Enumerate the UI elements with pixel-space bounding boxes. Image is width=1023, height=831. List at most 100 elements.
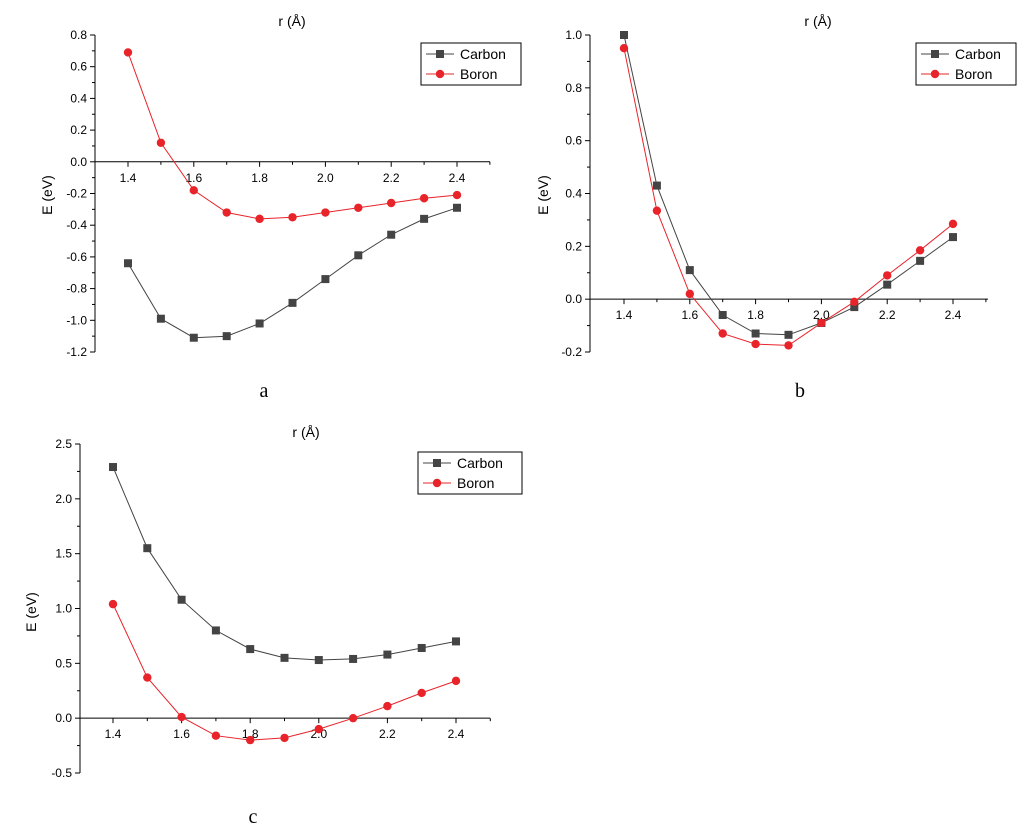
x-axis-title: r (Å) [278, 13, 305, 29]
series-line-carbon [112, 466, 457, 661]
data-point-boron [123, 48, 133, 57]
legend-swatch-marker [433, 459, 441, 467]
y-tick-label: 0.0 [565, 292, 582, 306]
x-tick-label: 1.6 [173, 727, 190, 741]
y-tick-label: -0.2 [561, 345, 582, 359]
legend-label-boron: Boron [955, 66, 992, 82]
legend-swatch-marker [435, 69, 445, 79]
data-point-boron [383, 701, 392, 711]
data-point-boron [143, 673, 152, 682]
data-point-boron [321, 208, 330, 217]
x-tick-label: 2.4 [449, 171, 466, 185]
data-point-carbon [255, 319, 264, 328]
data-point-carbon [354, 251, 363, 260]
x-tick-label: 1.8 [251, 171, 268, 185]
legend-swatch-marker [930, 69, 940, 79]
data-point-boron [751, 339, 760, 349]
data-point-boron [817, 318, 826, 328]
data-point-carbon [288, 298, 297, 307]
data-point-boron [280, 733, 289, 743]
data-point-boron [417, 688, 426, 698]
chart-panel-a: 0.8 0.6 0.4 0.2 0.0 -0.2 -0.4 -0.6 -0.8 -1.0 -1.2 1… [39, 13, 522, 402]
legend-label-carbon: Carbon [955, 46, 1001, 62]
data-point-carbon [652, 181, 661, 190]
y-tick-label: 0.5 [55, 656, 72, 670]
data-point-carbon [143, 544, 152, 553]
x-tick-label: 1.6 [681, 308, 698, 322]
legend-label-carbon: Carbon [457, 455, 503, 471]
x-tick-label: 2.2 [383, 171, 400, 185]
legend-swatch-marker [931, 50, 939, 58]
y-tick-label: -0.2 [66, 187, 87, 201]
data-point-boron [387, 198, 396, 208]
x-tick-label: 1.6 [185, 171, 202, 185]
data-point-carbon [246, 645, 255, 654]
data-point-carbon [156, 314, 165, 323]
y-tick-label: 2.0 [55, 492, 72, 506]
data-point-carbon [784, 330, 793, 339]
data-point-boron [419, 194, 429, 203]
data-point-carbon [109, 463, 117, 472]
y-tick-label: -0.8 [66, 282, 87, 296]
x-axis-title: r (Å) [292, 424, 319, 440]
data-point-carbon [387, 230, 396, 239]
panel-label: b [795, 380, 805, 402]
x-tick-label: 1.4 [105, 727, 122, 741]
data-point-boron [883, 271, 892, 280]
data-point-carbon [417, 643, 426, 652]
x-tick-label: 1.8 [747, 308, 764, 322]
data-point-carbon [718, 311, 727, 320]
data-point-boron [156, 138, 166, 147]
legend: Carbon Boron [915, 42, 1017, 86]
y-tick-label: -1.0 [66, 313, 87, 327]
x-tick-label: 2.0 [317, 171, 334, 185]
y-axis-title: E (eV) [39, 175, 55, 215]
data-point-boron [211, 731, 221, 740]
x-tick-label: 1.8 [242, 727, 259, 741]
y-axis-title: E (eV) [23, 592, 39, 632]
data-point-carbon [349, 654, 358, 663]
data-point-carbon [211, 626, 220, 635]
data-point-carbon [383, 650, 392, 659]
y-tick-label: 1.5 [55, 547, 72, 561]
data-point-boron [915, 246, 925, 255]
data-point-boron [108, 599, 118, 609]
data-point-carbon [453, 203, 461, 212]
data-point-boron [619, 44, 629, 53]
y-tick-label: 0.4 [70, 91, 87, 105]
data-point-boron [451, 676, 461, 686]
y-tick-label: 0.8 [565, 81, 582, 95]
data-point-boron [452, 190, 462, 200]
data-point-boron [189, 186, 198, 195]
y-tick-label: -0.6 [66, 250, 87, 264]
data-point-carbon [314, 656, 323, 665]
y-tick-label: 0.6 [565, 134, 582, 148]
legend-swatch-marker [432, 478, 442, 488]
data-point-carbon [124, 259, 132, 268]
data-point-carbon [177, 595, 186, 604]
series-line-boron [127, 52, 458, 220]
data-point-boron [354, 203, 363, 212]
data-point-carbon [222, 332, 231, 341]
data-point-boron [255, 214, 264, 224]
data-point-boron [784, 341, 793, 350]
legend-label-boron: Boron [457, 475, 494, 491]
x-tick-label: 2.2 [879, 308, 896, 322]
data-point-carbon [189, 333, 198, 342]
y-axis-title: E (eV) [535, 175, 551, 215]
y-tick-label: 0.2 [565, 239, 582, 253]
data-point-carbon [321, 275, 330, 284]
x-tick-label: 2.4 [448, 727, 465, 741]
data-point-boron [222, 208, 231, 217]
y-tick-label: -0.5 [51, 766, 72, 780]
panel-label: a [260, 380, 269, 402]
series-line-carbon [623, 34, 954, 336]
chart-panel-c: 2.5 2.0 1.5 1.0 0.5 0.0 -0.5 1.4 1.6 1.8 2.0 2.2 2.4… [23, 424, 523, 828]
data-point-boron [177, 712, 186, 722]
data-point-boron [948, 219, 958, 229]
data-point-carbon [850, 303, 859, 312]
legend-label-boron: Boron [460, 66, 497, 82]
data-point-boron [850, 297, 859, 307]
y-tick-label: 2.5 [55, 437, 72, 451]
